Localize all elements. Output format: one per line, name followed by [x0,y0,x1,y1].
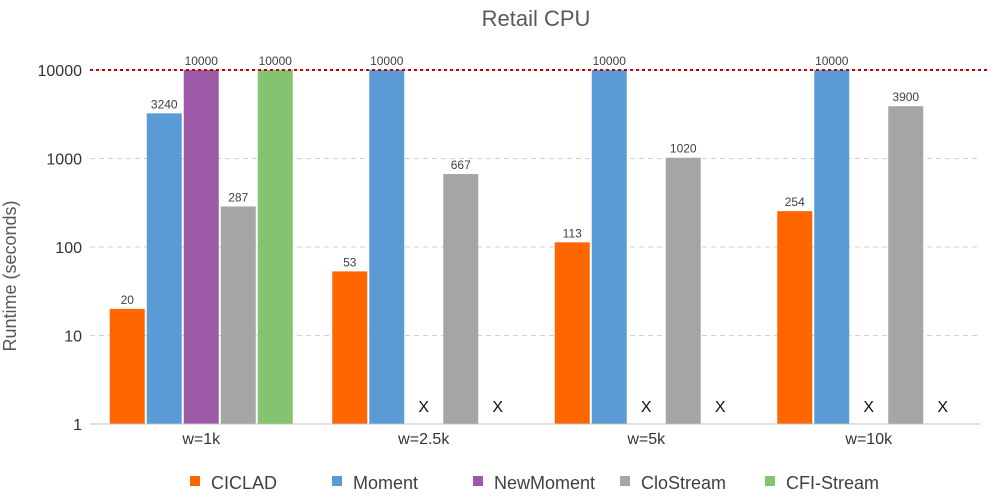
legend-label: CloStream [641,473,726,493]
legend[interactable]: CICLAD Moment NewMoment CloStream CFI-Stream [190,473,879,493]
missing-value-mark: X [418,399,429,416]
data-label: 254 [785,195,805,209]
bar [183,70,219,424]
data-label: 10000 [259,54,293,68]
missing-value-mark: X [641,399,652,416]
data-label: 287 [228,190,248,204]
bar [888,106,924,424]
missing-value-mark: X [715,399,726,416]
bar [220,206,256,424]
data-label: 113 [563,226,582,240]
data-label: 53 [343,255,357,269]
data-labels: 20 3240 10000 287 10000 53 10000 X 667 X 113 10000 X… [121,54,949,416]
bar [146,113,182,424]
missing-value-mark: X [492,399,503,416]
bar [369,70,405,424]
x-tick-label: w=2.5k [397,431,450,448]
bar [257,70,293,424]
data-label: 10000 [815,54,849,68]
missing-value-mark: X [937,399,948,416]
legend-swatch [620,476,630,486]
x-tick-label: w=10k [844,431,893,448]
bar [109,308,145,424]
data-label: 3240 [151,97,178,111]
legend-swatch [473,476,483,486]
y-tick-label: 100 [55,240,82,257]
chart-title: Retail CPU [482,6,591,31]
legend-label: Moment [353,473,418,493]
y-axis-label: Runtime (seconds) [0,200,20,351]
y-tick-label: 1 [73,417,82,434]
y-tick-label: 10 [64,329,82,346]
legend-swatch [765,476,775,486]
x-tick-label: w=1k [181,431,221,448]
bars [109,70,924,424]
bar [591,70,627,424]
y-tick-label: 10000 [38,63,83,80]
legend-swatch [332,476,342,486]
bar [777,211,813,424]
data-label: 3900 [892,90,919,104]
legend-swatch [190,476,200,486]
data-label: 1020 [670,142,697,156]
legend-label: CFI-Stream [786,473,879,493]
bar [443,174,479,424]
data-label: 10000 [593,54,627,68]
data-label: 667 [451,158,471,172]
bar [554,242,590,424]
bar [665,157,701,424]
legend-label: CICLAD [211,473,277,493]
bar [814,70,850,424]
legend-label: NewMoment [494,473,595,493]
missing-value-mark: X [863,399,874,416]
data-label: 10000 [370,54,404,68]
data-label: 20 [121,293,135,307]
data-label: 10000 [185,54,219,68]
x-tick-label: w=5k [626,431,666,448]
axes: 1 10 100 1000 10000 w=1k w=2.5k w=5k w=10k [38,63,980,448]
bar [332,271,368,424]
y-tick-label: 1000 [46,152,82,169]
